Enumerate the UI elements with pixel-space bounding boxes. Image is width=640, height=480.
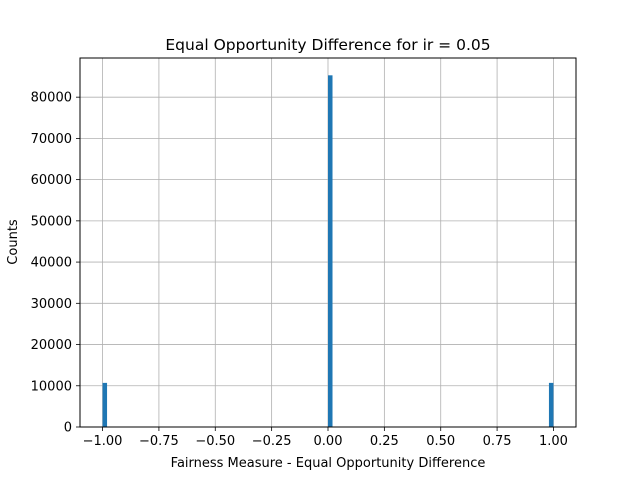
- x-tick-label: −1.00: [83, 434, 123, 449]
- y-tick-label: 80000: [31, 91, 72, 106]
- x-tick-label: 0.25: [370, 434, 399, 449]
- x-tick-label: −0.25: [252, 434, 292, 449]
- chart-title: Equal Opportunity Difference for ir = 0.…: [165, 36, 490, 54]
- y-tick-label: 40000: [31, 256, 72, 271]
- y-tick-label: 70000: [31, 132, 72, 147]
- x-tick-label: 0.75: [483, 434, 512, 449]
- y-tick-label: 20000: [31, 338, 72, 353]
- x-tick-label: −0.50: [195, 434, 235, 449]
- histogram-bar: [548, 382, 554, 427]
- x-tick-label: −0.75: [139, 434, 179, 449]
- histogram-bar: [328, 75, 333, 428]
- y-axis-ticks: 0 10000 20000 30000 40000 50000 60000 70000 8000…: [31, 91, 80, 436]
- bars: [102, 75, 554, 428]
- histogram-bar: [102, 382, 108, 427]
- y-axis-label: Counts: [6, 219, 21, 265]
- y-tick-label: 30000: [31, 297, 72, 312]
- x-axis-label: Fairness Measure - Equal Opportunity Dif…: [171, 456, 486, 471]
- x-tick-label: 0.00: [314, 434, 343, 449]
- y-tick-label: 10000: [31, 379, 72, 394]
- x-tick-label: 1.00: [539, 434, 568, 449]
- x-axis-ticks: −1.00 −0.75 −0.50 −0.25 0.00 0.25 0.50 0.75 1.00: [83, 427, 568, 449]
- y-tick-label: 60000: [31, 173, 72, 188]
- y-tick-label: 0: [64, 421, 72, 436]
- x-tick-label: 0.50: [426, 434, 455, 449]
- y-tick-label: 50000: [31, 214, 72, 229]
